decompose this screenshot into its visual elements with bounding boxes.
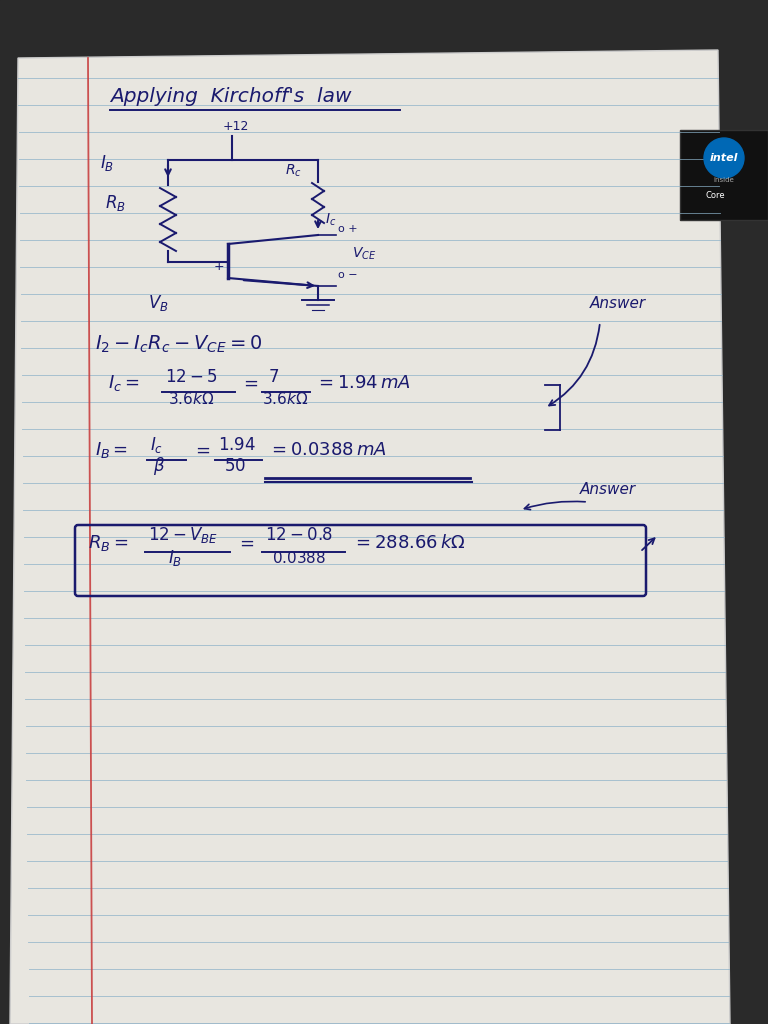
Text: $I_c$: $I_c$ — [325, 212, 336, 228]
Text: Answer: Answer — [580, 482, 636, 497]
Text: $I_c = $: $I_c = $ — [108, 373, 139, 393]
Text: $I_c$: $I_c$ — [150, 435, 163, 455]
Text: $= 1.94 \, mA$: $= 1.94 \, mA$ — [315, 374, 411, 392]
Text: o +: o + — [338, 224, 358, 234]
Text: $7$: $7$ — [268, 368, 279, 386]
Text: $R_c$: $R_c$ — [285, 163, 302, 179]
Text: $50$: $50$ — [224, 457, 246, 475]
Text: $I_B$: $I_B$ — [100, 153, 114, 173]
Text: $R_B = $: $R_B = $ — [88, 534, 128, 553]
Text: $3.6 k\Omega$: $3.6 k\Omega$ — [262, 391, 308, 407]
Text: $= 288.66 \, k\Omega$: $= 288.66 \, k\Omega$ — [352, 534, 465, 552]
Text: $= 0.0388 \, mA$: $= 0.0388 \, mA$ — [268, 441, 386, 459]
Text: $12 - V_{BE}$: $12 - V_{BE}$ — [148, 525, 218, 545]
Text: $=$: $=$ — [240, 374, 259, 392]
Text: $12 - 0.8$: $12 - 0.8$ — [265, 526, 333, 544]
Text: $I_B$: $I_B$ — [168, 548, 182, 568]
Text: +: + — [214, 260, 224, 273]
Bar — [680, 130, 768, 220]
Text: $12 - 5$: $12 - 5$ — [165, 368, 217, 386]
Text: $R_B$: $R_B$ — [105, 193, 126, 213]
Text: Answer: Answer — [590, 296, 646, 311]
Text: $\beta$: $\beta$ — [153, 455, 165, 477]
Text: $I_B = $: $I_B = $ — [95, 440, 128, 460]
Text: Core: Core — [706, 191, 726, 200]
Text: $V_B$: $V_B$ — [148, 293, 169, 313]
Text: +12: +12 — [223, 120, 250, 133]
Text: $0.0388$: $0.0388$ — [272, 550, 326, 566]
Text: $1.94$: $1.94$ — [218, 436, 256, 454]
Text: Applying  Kirchoff's  law: Applying Kirchoff's law — [110, 87, 352, 106]
Text: $=$: $=$ — [192, 441, 210, 459]
Text: $=$: $=$ — [236, 534, 255, 552]
Text: intel: intel — [710, 153, 738, 163]
Text: $3.6 k\Omega$: $3.6 k\Omega$ — [168, 391, 214, 407]
Text: inside: inside — [713, 177, 734, 183]
Circle shape — [704, 138, 744, 178]
Text: $V_{CE}$: $V_{CE}$ — [352, 246, 376, 262]
Text: $I_2 - I_c R_c - V_{CE} = 0$: $I_2 - I_c R_c - V_{CE} = 0$ — [95, 334, 262, 355]
Polygon shape — [10, 50, 730, 1024]
Text: o −: o − — [338, 270, 358, 280]
